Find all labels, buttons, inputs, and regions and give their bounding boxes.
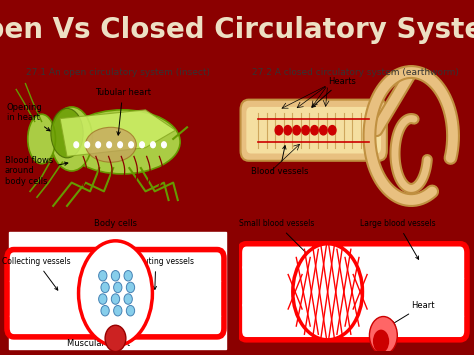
Ellipse shape <box>28 114 55 164</box>
Ellipse shape <box>51 107 92 171</box>
Text: Collecting vessels: Collecting vessels <box>2 257 71 290</box>
Circle shape <box>111 294 119 304</box>
FancyBboxPatch shape <box>240 100 387 161</box>
Circle shape <box>284 126 292 135</box>
Text: Small blood vessels: Small blood vessels <box>239 219 315 260</box>
Circle shape <box>162 142 166 148</box>
Ellipse shape <box>79 241 153 346</box>
FancyBboxPatch shape <box>239 244 467 340</box>
Circle shape <box>114 305 122 316</box>
FancyBboxPatch shape <box>7 250 224 337</box>
Circle shape <box>127 305 135 316</box>
Circle shape <box>101 282 109 293</box>
Text: Body cells: Body cells <box>94 219 137 228</box>
Text: Blood flows
around
body cells: Blood flows around body cells <box>5 156 68 186</box>
Circle shape <box>99 294 107 304</box>
Circle shape <box>129 142 133 148</box>
Text: 27.1 An open circulatory system (insect): 27.1 An open circulatory system (insect) <box>26 68 210 77</box>
Ellipse shape <box>105 325 126 351</box>
Text: Opening
in heart: Opening in heart <box>7 103 50 131</box>
Circle shape <box>124 271 132 281</box>
Circle shape <box>74 142 79 148</box>
Circle shape <box>99 271 107 281</box>
Ellipse shape <box>64 110 180 174</box>
Circle shape <box>118 142 122 148</box>
FancyBboxPatch shape <box>9 232 226 349</box>
Circle shape <box>302 126 309 135</box>
Circle shape <box>127 282 135 293</box>
Circle shape <box>328 126 336 135</box>
Text: Open Vs Closed Circulatory System: Open Vs Closed Circulatory System <box>0 16 474 44</box>
Circle shape <box>107 142 111 148</box>
Text: Heart: Heart <box>392 301 435 325</box>
Text: Muscular heart: Muscular heart <box>67 336 130 348</box>
Circle shape <box>311 126 318 135</box>
Text: Tubular heart: Tubular heart <box>95 88 151 135</box>
Circle shape <box>114 282 122 293</box>
Ellipse shape <box>373 329 389 353</box>
Circle shape <box>293 126 301 135</box>
Ellipse shape <box>369 317 397 354</box>
Polygon shape <box>60 110 175 157</box>
Text: 27.2 A closed circulatory system (earthworm): 27.2 A closed circulatory system (earthw… <box>252 68 459 77</box>
Circle shape <box>140 142 145 148</box>
Circle shape <box>275 126 283 135</box>
Ellipse shape <box>85 127 136 162</box>
Text: Large blood vessels: Large blood vessels <box>360 219 436 259</box>
Circle shape <box>111 271 119 281</box>
Text: Hearts: Hearts <box>312 77 356 107</box>
Circle shape <box>319 126 327 135</box>
Ellipse shape <box>51 108 83 158</box>
Circle shape <box>85 142 90 148</box>
Text: Distributing vessels: Distributing vessels <box>118 257 194 289</box>
Ellipse shape <box>293 244 363 340</box>
FancyBboxPatch shape <box>246 107 381 153</box>
Circle shape <box>96 142 100 148</box>
Circle shape <box>124 294 132 304</box>
Circle shape <box>101 305 109 316</box>
Text: Blood vessels: Blood vessels <box>251 146 309 176</box>
Circle shape <box>151 142 155 148</box>
